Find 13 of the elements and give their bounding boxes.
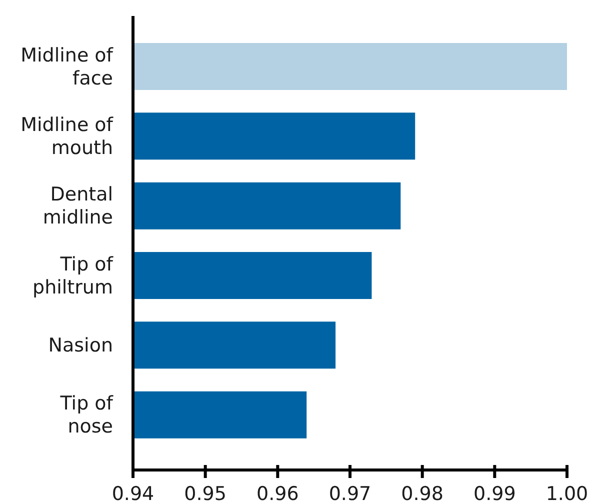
y-tick-label: Dental midline [42, 184, 113, 229]
y-tick-label: Tip of philtrum [32, 253, 114, 298]
x-tick-label: 0.98 [401, 483, 444, 502]
y-tick-label: Midline of face [20, 44, 114, 90]
x-tick-label: 0.96 [256, 483, 299, 502]
x-tick-label: 0.94 [112, 483, 154, 502]
text: 1.00 [546, 483, 588, 502]
y-tick-label: Midline of mouth [20, 114, 114, 159]
y-tick-label: Nasion [48, 334, 113, 356]
x-tick-label: 0.97 [328, 483, 372, 502]
y-tick-label: Tip of nose [59, 392, 114, 438]
x-tick-label: 0.99 [474, 483, 516, 502]
x-tick-label: 0.95 [184, 483, 226, 502]
